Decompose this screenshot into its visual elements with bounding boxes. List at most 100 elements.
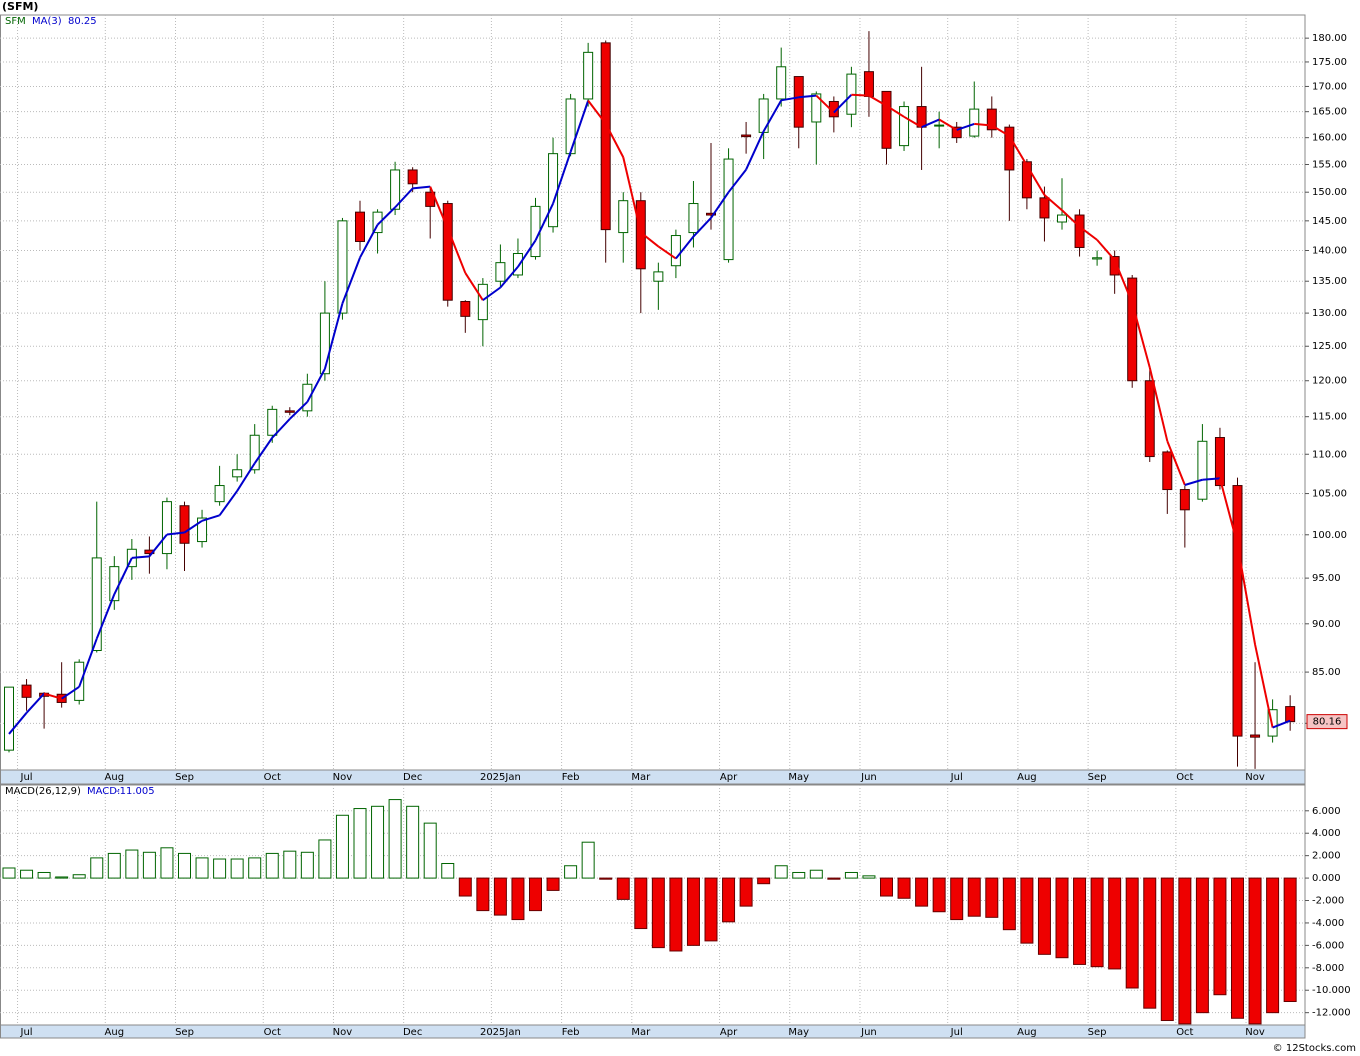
macd-bar bbox=[160, 847, 174, 879]
candle-body bbox=[214, 485, 225, 503]
macd-bar bbox=[1231, 877, 1244, 1019]
candle-body bbox=[337, 220, 348, 314]
price-label: 80.16 bbox=[1313, 717, 1342, 728]
ma-line bbox=[1131, 302, 1151, 368]
y-tick-label: -8.000 bbox=[1312, 963, 1344, 974]
macd-bar bbox=[581, 841, 595, 879]
y-tick-label: -10.000 bbox=[1312, 985, 1351, 996]
macd-bar bbox=[809, 869, 823, 879]
ma-line bbox=[569, 100, 590, 153]
candle-body bbox=[179, 505, 190, 544]
ma-line bbox=[815, 94, 835, 114]
ma-line bbox=[43, 692, 62, 700]
legend-entry: MACD: bbox=[87, 786, 120, 797]
candle-body bbox=[793, 76, 804, 128]
macd-bar bbox=[511, 877, 525, 921]
y-tick-label: 135.00 bbox=[1312, 276, 1347, 287]
macd-bar bbox=[72, 874, 86, 879]
candle-body bbox=[583, 51, 594, 100]
macd-bar bbox=[967, 877, 981, 917]
y-tick-label: 95.00 bbox=[1312, 573, 1341, 584]
ma-line bbox=[183, 519, 203, 534]
macd-bar bbox=[300, 851, 314, 879]
macd-bar bbox=[564, 865, 578, 879]
ma-line bbox=[1008, 135, 1028, 166]
ma-line bbox=[446, 228, 467, 274]
ma-line bbox=[885, 104, 905, 118]
x-tick-label: Sep bbox=[175, 1027, 194, 1038]
x-tick-label: Aug bbox=[105, 1027, 125, 1038]
candle-body bbox=[21, 684, 32, 698]
macd-bar bbox=[634, 877, 648, 930]
ma-line bbox=[289, 401, 309, 420]
legend-entry: MA(3) bbox=[32, 16, 62, 27]
y-tick-label: 175.00 bbox=[1312, 57, 1347, 68]
x-tick-label: Oct bbox=[1176, 1027, 1193, 1038]
ma-line bbox=[1202, 477, 1221, 481]
ma-line bbox=[464, 272, 484, 301]
y-tick-label: 130.00 bbox=[1312, 308, 1347, 319]
ma-line bbox=[1272, 719, 1291, 729]
candle-body bbox=[74, 661, 85, 701]
ma-line bbox=[218, 490, 238, 516]
x-tick-label: Sep bbox=[1088, 772, 1107, 783]
candle-body bbox=[1144, 380, 1155, 458]
candle-body bbox=[1039, 197, 1050, 219]
ma-line bbox=[1184, 478, 1203, 486]
y-tick-label: 140.00 bbox=[1312, 245, 1347, 256]
macd-bar bbox=[739, 877, 753, 907]
y-tick-label: 4.000 bbox=[1312, 828, 1341, 839]
y-tick-label: 100.00 bbox=[1312, 530, 1347, 541]
ma-line bbox=[1148, 367, 1169, 442]
candle-body bbox=[302, 383, 313, 412]
ma-line bbox=[1166, 440, 1186, 486]
x-tick-label: Nov bbox=[333, 772, 353, 783]
legend-value: -11.005 bbox=[116, 786, 155, 797]
macd-bar bbox=[230, 858, 244, 879]
macd-bar bbox=[880, 877, 893, 897]
macd-bar bbox=[686, 877, 700, 946]
ma-line bbox=[762, 99, 783, 132]
macd-bar bbox=[862, 875, 876, 879]
macd-bar bbox=[1055, 877, 1069, 959]
macd-bar bbox=[1248, 877, 1262, 1025]
macd-bar bbox=[423, 822, 437, 879]
macd-bar bbox=[248, 857, 262, 879]
ma-line bbox=[1096, 239, 1116, 261]
ma-line bbox=[1078, 225, 1098, 241]
ma-line bbox=[8, 712, 28, 735]
macd-bar bbox=[529, 877, 542, 912]
ma-line bbox=[253, 437, 274, 464]
y-tick-label: 170.00 bbox=[1312, 81, 1347, 92]
ma-line bbox=[499, 266, 519, 289]
ma-line bbox=[482, 286, 501, 302]
candle-body bbox=[881, 90, 892, 149]
x-axis-strip bbox=[0, 769, 1306, 785]
x-tick-label: Mar bbox=[631, 772, 651, 783]
candle-body bbox=[372, 211, 383, 234]
candle-body bbox=[1162, 451, 1173, 491]
ma-line bbox=[657, 245, 677, 260]
candle-body bbox=[197, 517, 208, 543]
y-tick-label: 160.00 bbox=[1312, 133, 1347, 144]
y-tick-label: 90.00 bbox=[1312, 619, 1341, 630]
x-tick-label: Apr bbox=[720, 772, 738, 783]
macd-bar bbox=[651, 877, 665, 949]
ma-line bbox=[956, 122, 975, 131]
ma-line bbox=[78, 638, 98, 688]
y-tick-label: 165.00 bbox=[1312, 107, 1347, 118]
ma-line bbox=[1254, 644, 1274, 728]
candle-body bbox=[706, 212, 716, 216]
macd-bar bbox=[1160, 877, 1174, 1022]
macd-bar bbox=[757, 877, 771, 885]
candle-body bbox=[776, 66, 787, 100]
macd-bar bbox=[704, 877, 718, 942]
macd-bar bbox=[915, 877, 929, 907]
candle-body bbox=[477, 283, 488, 321]
macd-bar bbox=[441, 863, 455, 879]
candle-body bbox=[91, 557, 102, 652]
macd-bar bbox=[897, 877, 911, 899]
x-tick-label: Jul bbox=[950, 772, 963, 783]
ma-line bbox=[148, 533, 168, 558]
